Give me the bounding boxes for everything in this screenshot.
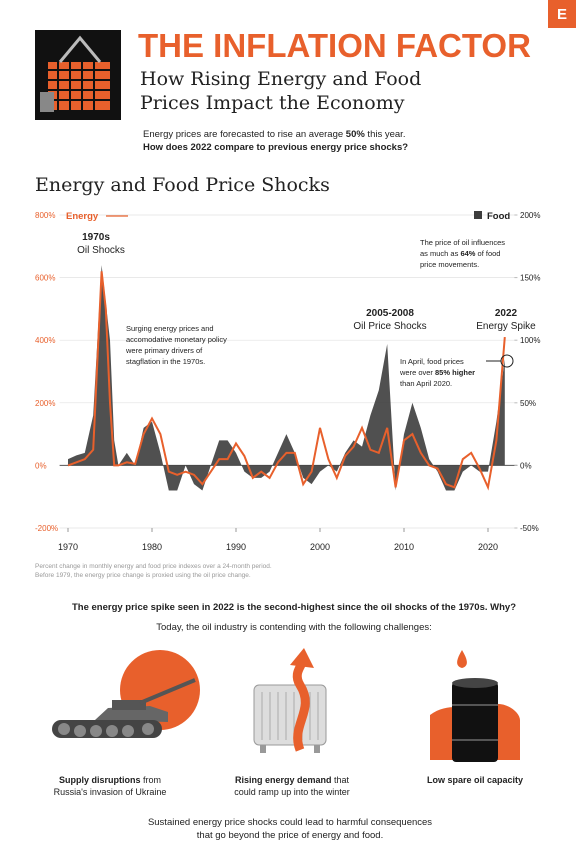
intro-text: 50% xyxy=(346,129,366,140)
note: Surging energy prices and xyxy=(126,324,214,333)
note: than April 2020. xyxy=(400,379,452,388)
intro-text: Energy prices are forecasted to rise an … xyxy=(143,129,346,140)
heater-icon xyxy=(253,648,327,753)
subtitle: Prices Impact the Economy xyxy=(140,92,405,114)
y-tick-label: 800% xyxy=(35,211,55,220)
annotation: 2005-2008 xyxy=(366,308,414,319)
intro: How does 2022 compare to previous energy… xyxy=(143,142,408,153)
note: were primary drivers of xyxy=(125,346,203,355)
x-tick-label: 2010 xyxy=(394,542,414,552)
x-tick-label: 1990 xyxy=(226,542,246,552)
challenge: could ramp up into the winter xyxy=(234,787,350,797)
challenge: Supply disruptions from xyxy=(59,775,161,785)
annotations: 1970s Oil Shocks 2005-2008 Oil Price Sho… xyxy=(77,232,536,332)
intro: Energy prices are forecasted to rise an … xyxy=(143,129,405,140)
note: were over 85% higher xyxy=(399,368,475,377)
logo: E xyxy=(557,6,567,23)
outro-headline: The energy price spike seen in 2022 is t… xyxy=(72,602,516,613)
chart: -200% 0% 200% 400% 600% 800% -50% 0% 50% 100% 150%… xyxy=(35,211,540,552)
x-tick-label: 1970 xyxy=(58,542,78,552)
challenges: Supply disruptions from Russia's invasio… xyxy=(54,775,523,797)
annotation: Energy Spike xyxy=(476,321,536,332)
chart-title: Energy and Food Price Shocks xyxy=(35,174,330,196)
logo-box xyxy=(548,0,576,28)
challenge-text: that xyxy=(332,775,350,785)
notes: Surging energy prices and accomodative m… xyxy=(125,238,514,388)
note-text: 64% xyxy=(460,249,475,258)
intro-text: this year. xyxy=(365,129,406,140)
annotation: Oil Shocks xyxy=(77,245,125,256)
note-text: 85% higher xyxy=(435,368,475,377)
y2-tick-label: 100% xyxy=(520,336,540,345)
challenge-text: Supply disruptions xyxy=(59,775,141,785)
challenge-text: from xyxy=(141,775,162,785)
closing: that go beyond the price of energy and f… xyxy=(197,830,383,841)
outro-lead: Today, the oil industry is contending wi… xyxy=(156,622,432,633)
closing: Sustained energy price shocks could lead… xyxy=(148,817,432,828)
food-area xyxy=(68,265,505,491)
challenge-text: Rising energy demand xyxy=(235,775,332,785)
note: as much as 64% of food xyxy=(420,249,500,258)
y-tick-label: -200% xyxy=(35,524,58,533)
tank-icon xyxy=(52,650,200,738)
legend-label: Food xyxy=(487,211,510,222)
annotation: 1970s xyxy=(82,232,110,243)
y2-tick-label: -50% xyxy=(520,524,539,533)
annotation: 2022 xyxy=(495,308,518,319)
legend-label: Energy xyxy=(66,211,99,222)
note: price movements. xyxy=(420,260,479,269)
y2-tick-label: 50% xyxy=(520,399,536,408)
header-collage xyxy=(35,30,121,120)
energy-line xyxy=(67,271,506,491)
challenge: Low spare oil capacity xyxy=(427,775,523,785)
subtitle: How Rising Energy and Food xyxy=(140,68,421,90)
legend-swatch xyxy=(474,211,482,219)
y2-tick-label: 150% xyxy=(520,274,540,283)
challenge: Russia's invasion of Ukraine xyxy=(54,787,167,797)
y-tick-label: 200% xyxy=(35,399,55,408)
note: The price of oil influences xyxy=(420,238,505,247)
barrel-icon xyxy=(430,650,520,762)
y2-tick-label: 200% xyxy=(520,211,540,220)
footnote: Percent change in monthly energy and foo… xyxy=(35,563,272,570)
title: THE INFLATION FACTOR xyxy=(138,27,531,64)
y-tick-label: 600% xyxy=(35,274,55,283)
x-tick-label: 1980 xyxy=(142,542,162,552)
note-text: were over xyxy=(399,368,435,377)
y-tick-label: 400% xyxy=(35,336,55,345)
y-tick-label: 0% xyxy=(35,461,47,470)
annotation: Oil Price Shocks xyxy=(353,321,426,332)
footnote: Before 1979, the energy price change is … xyxy=(35,572,251,579)
note-text: as much as xyxy=(420,249,460,258)
note-text: of food xyxy=(475,249,500,258)
note: accomodative monetary policy xyxy=(126,335,227,344)
x-tick-label: 2000 xyxy=(310,542,330,552)
note: In April, food prices xyxy=(400,357,464,366)
x-tick-label: 2020 xyxy=(478,542,498,552)
y2-tick-label: 0% xyxy=(520,461,532,470)
challenge: Rising energy demand that xyxy=(235,775,350,785)
note: stagflation in the 1970s. xyxy=(126,357,205,366)
